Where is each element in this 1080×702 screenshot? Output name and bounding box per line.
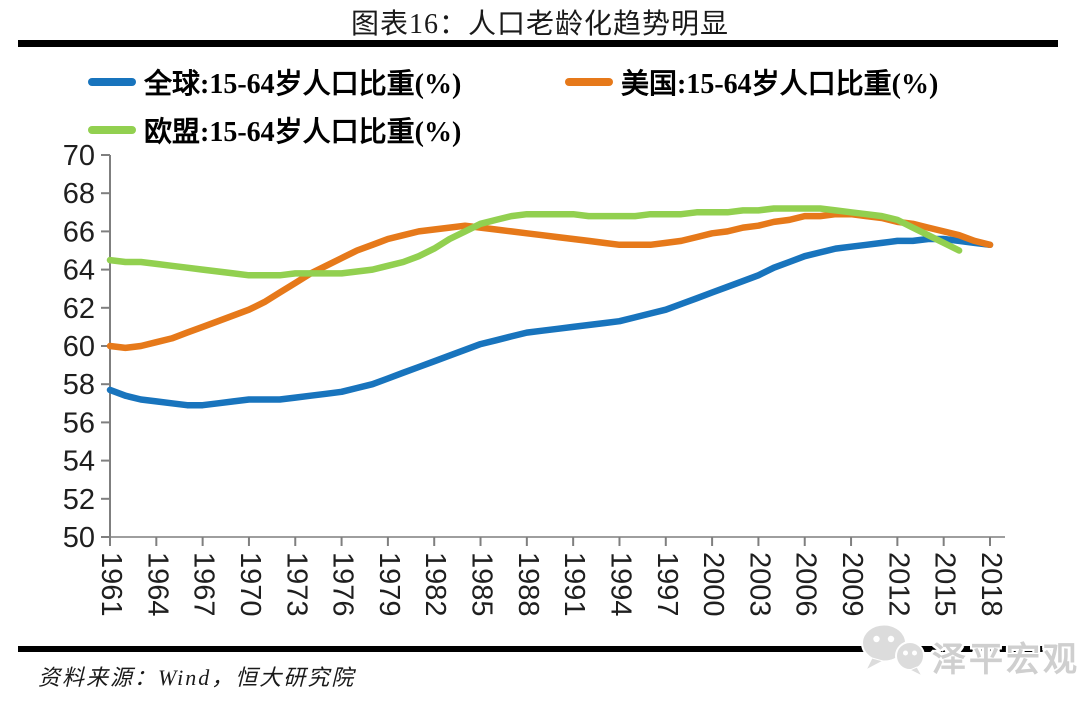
x-axis-tick-label: 2015 [929,552,961,617]
x-axis-tick-label: 2000 [697,552,729,617]
legend-line-eu-icon [88,126,136,134]
chart-title: 图表16：人口老龄化趋势明显 [350,9,729,40]
legend-label-eu: 欧盟:15-64岁人口比重(%) [144,117,462,148]
y-axis-tick-label: 56 [63,407,95,439]
x-axis-tick-label: 1994 [604,552,636,617]
legend-item-global: 全球:15-64岁人口比重(%) [88,66,461,100]
y-axis-tick-label: 62 [63,293,95,325]
legend-line-us-icon [565,78,613,86]
x-axis-tick-label: 2012 [882,552,914,617]
y-axis-tick-label: 70 [63,140,95,172]
series-line-eu [106,205,963,279]
series-line-global [106,235,994,409]
source-note: 资料来源：Wind，恒大研究院 [38,665,356,690]
legend-line-global-icon [88,78,136,86]
y-axis-tick-label: 66 [63,216,95,248]
footer-divider [18,646,1058,652]
legend-label-us: 美国:15-64岁人口比重(%) [621,69,939,100]
x-axis-tick-label: 1991 [558,552,590,617]
y-axis-tick-label: 50 [63,522,95,554]
watermark: 泽平宏观 [858,620,1080,681]
watermark-text: 泽平宏观 [932,642,1080,679]
x-axis-tick-label: 1973 [280,552,312,617]
x-axis-tick-label: 1982 [419,552,451,617]
y-axis-tick-label: 54 [63,446,95,478]
x-axis-tick-label: 2006 [790,552,822,617]
title-divider [18,40,1058,47]
y-axis-tick-label: 58 [63,369,95,401]
y-axis-tick-label: 64 [63,255,95,287]
x-axis-tick-label: 2003 [743,552,775,617]
y-axis-tick-label: 52 [63,484,95,516]
x-axis-tick-label: 1976 [327,552,359,617]
x-axis-tick-label: 1988 [512,552,544,617]
legend-label-global: 全球:15-64岁人口比重(%) [144,69,462,100]
x-axis-tick-label: 1964 [141,552,173,617]
legend-item-eu: 欧盟:15-64岁人口比重(%) [88,114,461,148]
wechat-icon [861,623,925,678]
x-axis-tick-label: 2009 [836,552,868,617]
y-axis-tick-label: 60 [63,331,95,363]
x-axis-tick-label: 2018 [975,552,1007,617]
y-axis-tick-label: 68 [63,178,95,210]
legend-item-us: 美国:15-64岁人口比重(%) [565,66,938,100]
x-axis-tick-label: 1997 [651,552,683,617]
x-axis-tick-label: 1967 [188,552,220,617]
x-axis-tick-label: 1979 [373,552,405,617]
x-axis-tick-label: 1985 [466,552,498,617]
x-axis-tick-label: 1970 [234,552,266,617]
x-axis-tick-label: 1961 [95,552,127,617]
line-chart: 50 52 54 56 58 60 62 64 66 68 70 1961 1964 1967 1970 19… [63,140,1007,617]
